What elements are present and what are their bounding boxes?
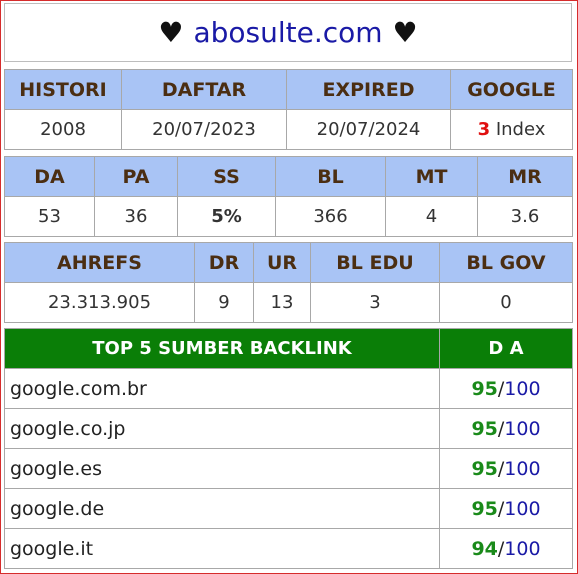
value-da: 53	[4, 196, 95, 237]
table-row: 2008 20/07/2023 20/07/2024 3 Index	[4, 109, 573, 150]
domain-title: abosulte.com	[193, 16, 383, 49]
da-score: 95	[471, 497, 498, 520]
table-header-row: DA PA SS BL MT MR	[4, 156, 573, 197]
title-box: ♥ abosulte.com ♥	[4, 3, 572, 62]
da-max: 100	[504, 417, 541, 440]
value-daftar: 20/07/2023	[121, 109, 287, 150]
header-da: DA	[4, 156, 95, 197]
value-mr: 3.6	[477, 196, 573, 237]
backlink-site: google.de	[4, 488, 440, 529]
value-dr: 9	[194, 282, 254, 323]
header-ur: UR	[253, 242, 311, 283]
value-mt: 4	[385, 196, 478, 237]
backlink-site: google.com.br	[4, 368, 440, 409]
header-ss: SS	[177, 156, 276, 197]
backlink-site: google.es	[4, 448, 440, 489]
google-index-label: Index	[495, 119, 546, 140]
da-max: 100	[504, 457, 541, 480]
backlink-da: 94/100	[439, 528, 573, 569]
da-slash: /	[497, 457, 505, 480]
ahrefs-table: AHREFS DR UR BL EDU BL GOV 23.313.905 9 …	[4, 242, 573, 323]
header-histori: HISTORI	[4, 69, 122, 110]
value-expired: 20/07/2024	[286, 109, 451, 150]
da-score: 95	[471, 457, 498, 480]
backlink-da: 95/100	[439, 488, 573, 529]
value-google: 3 Index	[450, 109, 573, 150]
header-google: GOOGLE	[450, 69, 573, 110]
heart-right-icon: ♥	[392, 16, 418, 49]
table-row: google.co.jp 95/100	[4, 408, 573, 449]
heart-left-icon: ♥	[158, 16, 184, 49]
backlink-da: 95/100	[439, 448, 573, 489]
backlink-table: TOP 5 SUMBER BACKLINK D A google.com.br …	[4, 328, 573, 569]
value-bl-gov: 0	[439, 282, 573, 323]
header-pa: PA	[94, 156, 178, 197]
da-slash: /	[497, 497, 505, 520]
domain-history-table: HISTORI DAFTAR EXPIRED GOOGLE 2008 20/07…	[4, 69, 573, 150]
metrics-table: DA PA SS BL MT MR 53 36 5% 366 4 3.6	[4, 156, 573, 237]
backlink-site: google.it	[4, 528, 440, 569]
table-row: google.es 95/100	[4, 448, 573, 489]
da-slash: /	[497, 537, 505, 560]
header-bl: BL	[275, 156, 386, 197]
da-slash: /	[497, 417, 505, 440]
table-row: google.de 95/100	[4, 488, 573, 529]
backlink-da: 95/100	[439, 368, 573, 409]
value-ahrefs: 23.313.905	[4, 282, 195, 323]
table-header-row: HISTORI DAFTAR EXPIRED GOOGLE	[4, 69, 573, 110]
table-header-row: TOP 5 SUMBER BACKLINK D A	[4, 328, 573, 369]
da-score: 94	[471, 537, 498, 560]
da-score: 95	[471, 377, 498, 400]
table-row: google.com.br 95/100	[4, 368, 573, 409]
header-expired: EXPIRED	[286, 69, 451, 110]
header-da: D A	[439, 328, 573, 369]
table-row: google.it 94/100	[4, 528, 573, 569]
backlink-site: google.co.jp	[4, 408, 440, 449]
header-dr: DR	[194, 242, 254, 283]
header-bl-edu: BL EDU	[310, 242, 440, 283]
da-score: 95	[471, 417, 498, 440]
google-index-count: 3	[477, 119, 491, 140]
value-bl: 366	[275, 196, 386, 237]
table-row: 23.313.905 9 13 3 0	[4, 282, 573, 323]
backlink-da: 95/100	[439, 408, 573, 449]
value-pa: 36	[94, 196, 178, 237]
value-ur: 13	[253, 282, 311, 323]
header-mr: MR	[477, 156, 573, 197]
header-bl-gov: BL GOV	[439, 242, 573, 283]
header-mt: MT	[385, 156, 478, 197]
header-top-backlink: TOP 5 SUMBER BACKLINK	[4, 328, 440, 369]
header-daftar: DAFTAR	[121, 69, 287, 110]
value-histori: 2008	[4, 109, 122, 150]
value-ss: 5%	[177, 196, 276, 237]
da-max: 100	[504, 537, 541, 560]
da-slash: /	[497, 377, 505, 400]
value-bl-edu: 3	[310, 282, 440, 323]
table-row: 53 36 5% 366 4 3.6	[4, 196, 573, 237]
table-header-row: AHREFS DR UR BL EDU BL GOV	[4, 242, 573, 283]
header-ahrefs: AHREFS	[4, 242, 195, 283]
da-max: 100	[504, 377, 541, 400]
da-max: 100	[504, 497, 541, 520]
